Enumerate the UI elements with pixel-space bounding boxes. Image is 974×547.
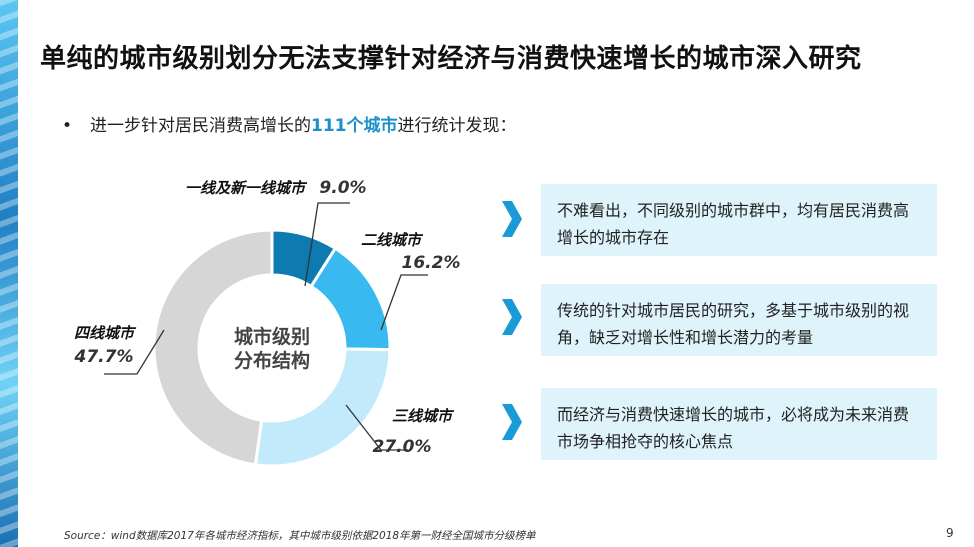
leader-lines <box>104 202 428 451</box>
insight-box-2: 传统的针对城市居民的研究，多基于城市级别的视角，缺乏对增长性和增长潜力的考量 <box>541 284 937 356</box>
center-label-line2: 分布结构 <box>234 349 310 372</box>
bullet-line: • 进一步针对居民消费高增长的111个城市进行统计发现： <box>62 111 517 136</box>
slice-label-value-4: 47.7% <box>74 347 134 367</box>
insight-box-1: 不难看出，不同级别的城市群中，均有居民消费高增长的城市存在 <box>541 184 937 256</box>
side-decoration <box>0 0 18 547</box>
bullet-pre: 进一步针对居民消费高增长的 <box>90 116 311 136</box>
center-label-line1: 城市级别 <box>234 325 310 348</box>
leader-line-2 <box>380 274 428 331</box>
slice-label-name-1: 一线及新一线城市 <box>185 179 308 197</box>
chevron-right-icon <box>502 404 522 440</box>
donut-slice-3 <box>253 347 392 468</box>
chevron-right-icon <box>502 201 522 237</box>
source-note: Source：wind数据库2017年各城市经济指标，其中城市级别依据2018年… <box>64 530 536 542</box>
donut-slice-4 <box>152 228 274 467</box>
bullet-dot: • <box>62 116 73 136</box>
page-number: 9 <box>946 526 954 540</box>
slice-label-name-4: 四线城市 <box>74 324 137 342</box>
slice-label-value-2: 16.2% <box>402 253 461 273</box>
bullet-post: 进行统计发现： <box>397 116 517 136</box>
bullet-highlight: 111个城市 <box>311 116 398 136</box>
leader-line-4 <box>104 329 165 375</box>
slice-label-name-2: 二线城市 <box>361 231 424 249</box>
slice-label-name-3: 三线城市 <box>392 407 455 425</box>
leader-line-1 <box>304 202 350 287</box>
donut-slices <box>152 228 392 468</box>
insight-box-3: 而经济与消费快速增长的城市，必将成为未来消费市场争相抢夺的核心焦点 <box>541 388 937 460</box>
slice-labels: 一线及新一线城市 9.0% 二线城市 16.2% 三线城市 27.0% 四线城市 47.7% <box>74 178 461 457</box>
chevron-right-icon <box>502 299 522 335</box>
slice-label-value-3: 27.0% <box>373 437 432 457</box>
leader-line-3 <box>345 404 408 451</box>
slide-title: 单纯的城市级别划分无法支撑针对经济与消费快速增长的城市深入研究 <box>40 44 862 74</box>
slice-label-value-1: 9.0% <box>319 178 366 198</box>
